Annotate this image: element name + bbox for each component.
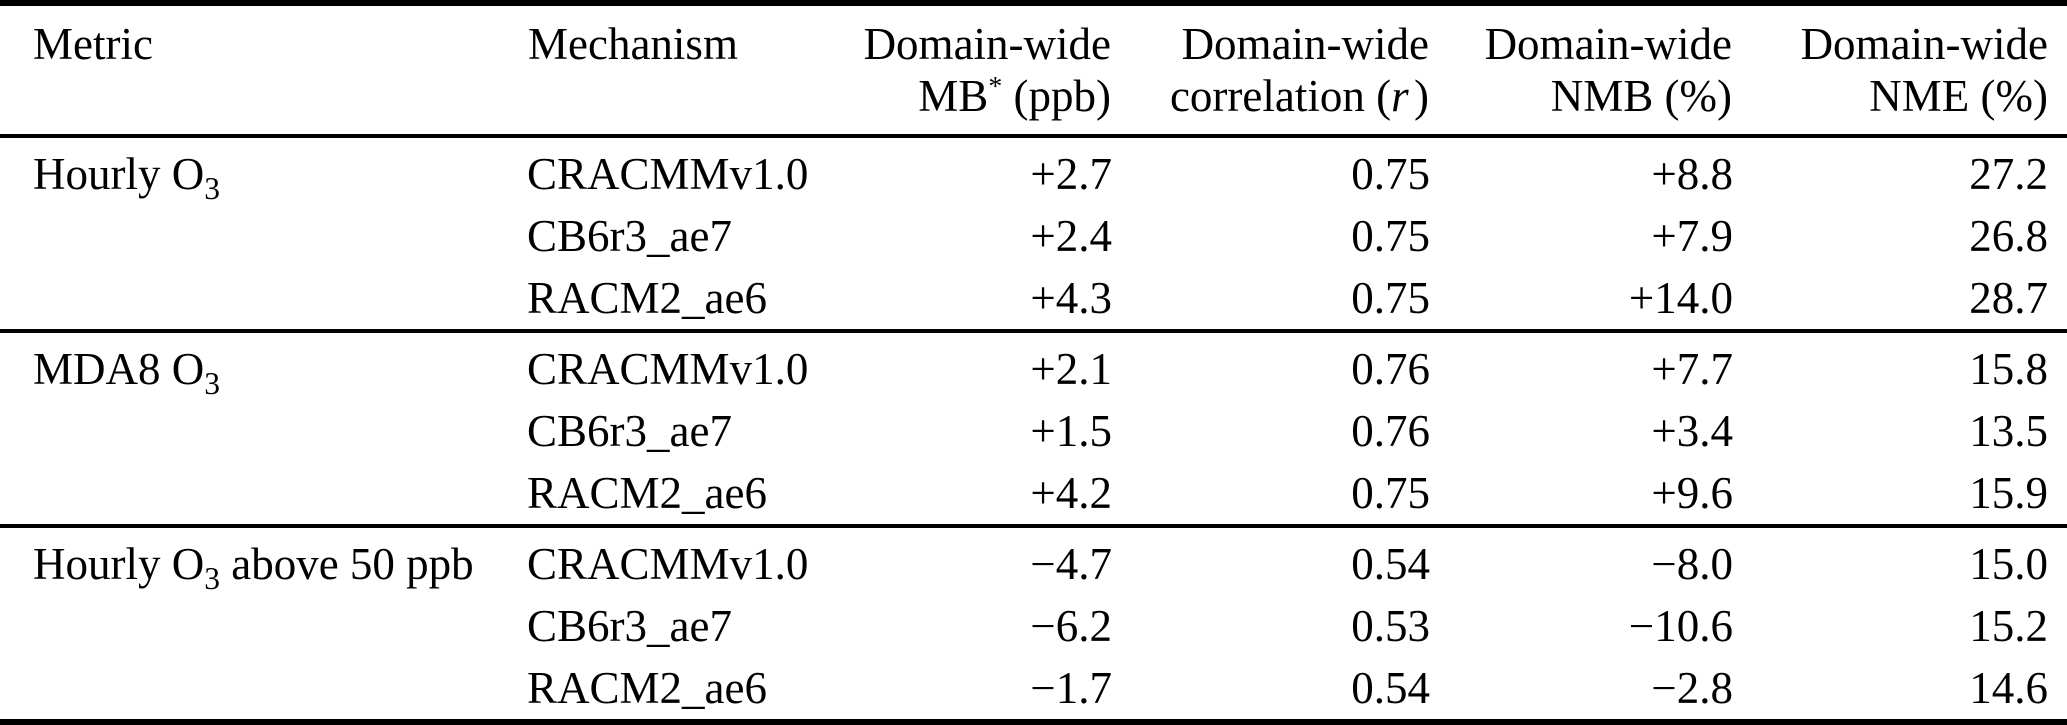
metric-cell: Hourly O3 [0, 136, 527, 331]
nmb-cell: +14.0 [1628, 273, 1733, 323]
nmb-cell: −2.8 [1651, 663, 1733, 713]
section-hourly-o3-above-50ppb: Hourly O3 above 50 ppb CRACMMv1.0 −4.7 0… [0, 526, 2067, 722]
col-header-nme: Domain-wide NME (%) [1733, 3, 2067, 136]
nmb-cell: +7.9 [1651, 211, 1733, 261]
col-header-correlation-text: correlation ( [1169, 71, 1392, 121]
mechanism-cell: CRACMMv1.0 [527, 539, 809, 589]
correlation-cell: 0.76 [1351, 344, 1430, 394]
nme-cell: 15.2 [1969, 601, 2048, 651]
metric-cell: Hourly O3 above 50 ppb [0, 526, 527, 722]
col-header-mb-unit: (ppb) [1002, 71, 1111, 121]
mb-cell: +2.4 [1030, 211, 1112, 261]
mechanism-cell: CRACMMv1.0 [527, 344, 809, 394]
correlation-cell: 0.75 [1351, 149, 1430, 199]
mb-cell: −6.2 [1030, 601, 1112, 651]
metric-subscript: 3 [204, 561, 220, 596]
metric-text-suffix: above 50 ppb [219, 539, 474, 589]
col-header-correlation-line1: Domain-wide [1181, 19, 1429, 69]
nmb-cell: −8.0 [1651, 539, 1733, 589]
table-row: CB6r3_ae7 +2.4 0.75 +7.9 26.8 [0, 205, 2067, 267]
nmb-cell: +3.4 [1651, 406, 1733, 456]
section-hourly-o3: Hourly O3 CRACMMv1.0 +2.7 0.75 +8.8 27.2… [0, 136, 2067, 331]
metric-text: Hourly O [33, 149, 205, 199]
mb-footnote-asterisk: * [988, 71, 1003, 102]
col-header-mb-line1: Domain-wide [863, 19, 1111, 69]
metric-text: Hourly O [33, 539, 205, 589]
col-header-nmb-line2: NMB (%) [1550, 71, 1732, 121]
nmb-cell: −10.6 [1628, 601, 1733, 651]
col-header-correlation-close-paren: ) [1414, 71, 1429, 121]
mechanism-cell: CRACMMv1.0 [527, 149, 809, 199]
table-row: MDA8 O3 CRACMMv1.0 +2.1 0.76 +7.7 15.8 [0, 331, 2067, 400]
correlation-cell: 0.75 [1351, 273, 1430, 323]
mb-cell: −4.7 [1030, 539, 1112, 589]
col-header-nmb: Domain-wide NMB (%) [1430, 3, 1733, 136]
nmb-cell: +7.7 [1651, 344, 1733, 394]
mechanism-cell: RACM2_ae6 [527, 468, 767, 518]
nmb-cell: +9.6 [1651, 468, 1733, 518]
col-header-mb-abbr: MB [918, 71, 989, 121]
metric-cell: MDA8 O3 [0, 331, 527, 526]
table-row: CB6r3_ae7 +1.5 0.76 +3.4 13.5 [0, 400, 2067, 462]
nme-cell: 13.5 [1969, 406, 2048, 456]
correlation-cell: 0.54 [1351, 539, 1430, 589]
mb-cell: +4.3 [1030, 273, 1112, 323]
correlation-cell: 0.54 [1351, 663, 1430, 713]
correlation-cell: 0.75 [1351, 211, 1430, 261]
mechanism-cell: RACM2_ae6 [527, 273, 767, 323]
nme-cell: 28.7 [1969, 273, 2048, 323]
mechanism-cell: CB6r3_ae7 [527, 406, 732, 456]
nme-cell: 15.0 [1969, 539, 2048, 589]
mb-cell: −1.7 [1030, 663, 1112, 713]
col-header-mb: Domain-wide MB* (ppb) [827, 3, 1112, 136]
col-header-metric-label: Metric [33, 19, 153, 69]
correlation-cell: 0.75 [1351, 468, 1430, 518]
mechanism-cell: RACM2_ae6 [527, 663, 767, 713]
col-header-correlation-r-symbol: r [1391, 71, 1409, 121]
table-row: Hourly O3 CRACMMv1.0 +2.7 0.75 +8.8 27.2 [0, 136, 2067, 205]
col-header-mb-line2: MB* (ppb) [828, 70, 1111, 122]
col-header-correlation: Domain-wide correlation (r) [1112, 3, 1430, 136]
col-header-metric: Metric [0, 3, 527, 136]
table-row: RACM2_ae6 +4.2 0.75 +9.6 15.9 [0, 462, 2067, 526]
col-header-mechanism: Mechanism [527, 3, 827, 136]
correlation-cell: 0.76 [1351, 406, 1430, 456]
mb-cell: +2.7 [1030, 149, 1112, 199]
metric-text: MDA8 O [33, 344, 205, 394]
table-row: RACM2_ae6 +4.3 0.75 +14.0 28.7 [0, 267, 2067, 331]
table-row: Hourly O3 above 50 ppb CRACMMv1.0 −4.7 0… [0, 526, 2067, 595]
nme-cell: 14.6 [1969, 663, 2048, 713]
nme-cell: 26.8 [1969, 211, 2048, 261]
mb-cell: +1.5 [1030, 406, 1112, 456]
col-header-nme-line1: Domain-wide [1800, 19, 2048, 69]
col-header-mechanism-label: Mechanism [528, 19, 738, 69]
correlation-cell: 0.53 [1351, 601, 1430, 651]
table-header: Metric Mechanism Domain-wide MB* (ppb) D… [0, 3, 2067, 136]
col-header-nme-line2: NME (%) [1869, 71, 2048, 121]
mb-cell: +2.1 [1030, 344, 1112, 394]
mechanism-cell: CB6r3_ae7 [527, 211, 732, 261]
col-header-correlation-line2: correlation (r) [1113, 70, 1429, 122]
nme-cell: 27.2 [1969, 149, 2048, 199]
table-row: CB6r3_ae7 −6.2 0.53 −10.6 15.2 [0, 595, 2067, 657]
nme-cell: 15.9 [1969, 468, 2048, 518]
mechanism-cell: CB6r3_ae7 [527, 601, 732, 651]
metric-subscript: 3 [204, 366, 221, 401]
section-mda8-o3: MDA8 O3 CRACMMv1.0 +2.1 0.76 +7.7 15.8 C… [0, 331, 2067, 526]
col-header-nmb-line1: Domain-wide [1484, 19, 1732, 69]
nmb-cell: +8.8 [1651, 149, 1733, 199]
nme-cell: 15.8 [1969, 344, 2048, 394]
metric-subscript: 3 [204, 171, 220, 206]
mb-cell: +4.2 [1030, 468, 1112, 518]
table-row: RACM2_ae6 −1.7 0.54 −2.8 14.6 [0, 657, 2067, 722]
header-row: Metric Mechanism Domain-wide MB* (ppb) D… [0, 3, 2067, 136]
